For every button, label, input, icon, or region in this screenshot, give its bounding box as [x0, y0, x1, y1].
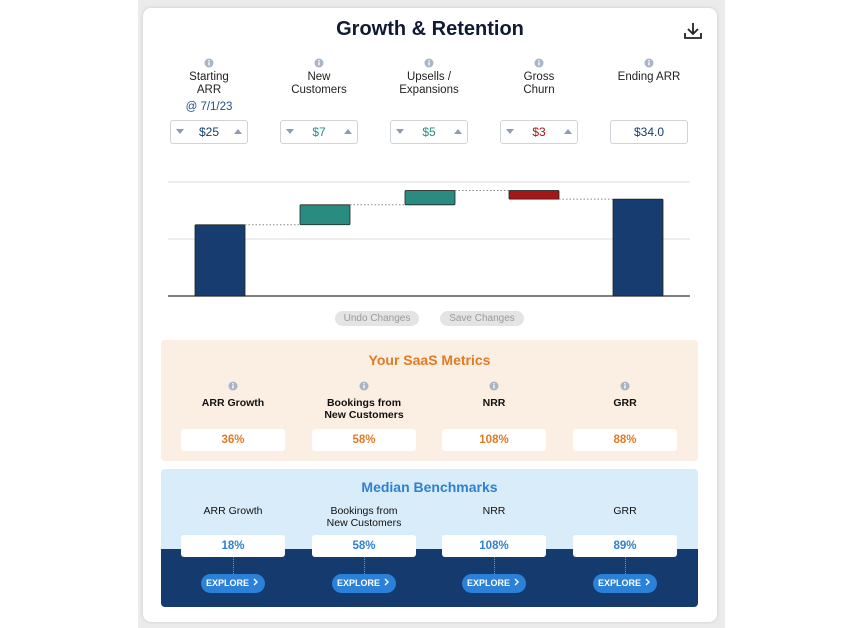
- chevron-path: [384, 578, 389, 586]
- explore-button[interactable]: EXPLORE: [593, 574, 657, 593]
- action-button[interactable]: Save Changes: [440, 311, 524, 326]
- explore-label: EXPLORE: [466, 578, 510, 588]
- benchmark-value: 18%: [181, 535, 285, 557]
- input-label: Starting ARR: [189, 71, 229, 96]
- explore-label: EXPLORE: [336, 578, 380, 588]
- benchmark-value: 58%: [312, 535, 416, 557]
- explore-label: EXPLORE: [205, 578, 249, 588]
- value-input[interactable]: $34.0: [610, 120, 688, 144]
- explore-button[interactable]: EXPLORE: [201, 574, 265, 593]
- value-input[interactable]: $7: [280, 120, 358, 144]
- benchmarks-title: Median Benchmarks: [361, 479, 498, 495]
- metric-label: Bookings from New Customers: [324, 397, 404, 421]
- metrics-panel: Your SaaS Metrics ARR Growth 36% Bookings f…: [161, 340, 698, 461]
- metric-value: 58%: [312, 429, 416, 451]
- dotted-link: [233, 557, 234, 574]
- benchmark-label: NRR: [482, 505, 506, 517]
- metric-value: 88%: [573, 429, 677, 451]
- input-label: Gross Churn: [523, 71, 555, 96]
- action-button[interactable]: Undo Changes: [335, 311, 419, 326]
- metric-label: ARR Growth: [201, 397, 265, 409]
- dotted-link: [364, 557, 365, 574]
- input-label: New Customers: [291, 71, 347, 96]
- benchmark-label: Bookings from New Customers: [326, 505, 402, 529]
- value-input[interactable]: $5: [390, 120, 468, 144]
- metric-label: GRR: [613, 397, 637, 409]
- benchmarks-panel: Median Benchmarks ARR Growth 18% EXPLORE Boo…: [161, 469, 698, 607]
- start-note: @ 7/1/23: [185, 101, 233, 113]
- explore-button[interactable]: EXPLORE: [462, 574, 526, 593]
- metrics-title: Your SaaS Metrics: [368, 352, 491, 368]
- download-icon[interactable]: [682, 21, 704, 41]
- chevron-path: [253, 578, 258, 586]
- value-input[interactable]: $3: [500, 120, 578, 144]
- benchmark-value: 89%: [573, 535, 677, 557]
- chevron: [514, 578, 519, 586]
- benchmark-value: 108%: [442, 535, 546, 557]
- benchmark-label: ARR Growth: [203, 505, 263, 517]
- chevron-path: [645, 578, 650, 586]
- chevron: [253, 578, 258, 586]
- dotted-link: [494, 557, 495, 574]
- title: Growth & Retention: [336, 18, 524, 40]
- value-input[interactable]: $25: [170, 120, 248, 144]
- metric-value: 36%: [181, 429, 285, 451]
- explore-button[interactable]: EXPLORE: [332, 574, 396, 593]
- chevron: [384, 578, 389, 586]
- chevron: [645, 578, 650, 586]
- benchmark-label: GRR: [613, 505, 637, 517]
- input-label: Ending ARR: [617, 71, 681, 83]
- input-label: Upsells / Expansions: [399, 71, 459, 96]
- metric-value: 108%: [442, 429, 546, 451]
- metric-label: NRR: [482, 397, 506, 409]
- chevron-path: [514, 578, 519, 586]
- explore-label: EXPLORE: [597, 578, 641, 588]
- dotted-link: [625, 557, 626, 574]
